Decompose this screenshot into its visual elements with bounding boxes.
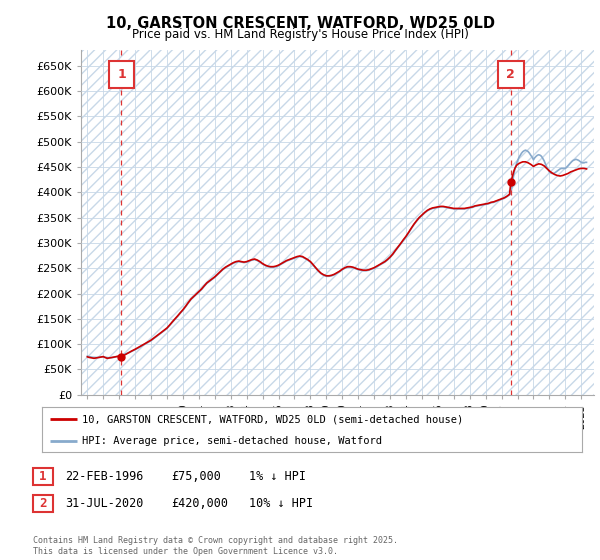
Text: 10, GARSTON CRESCENT, WATFORD, WD25 0LD: 10, GARSTON CRESCENT, WATFORD, WD25 0LD bbox=[106, 16, 494, 31]
Text: 1: 1 bbox=[39, 470, 46, 483]
Text: 10% ↓ HPI: 10% ↓ HPI bbox=[249, 497, 313, 510]
Text: 22-FEB-1996: 22-FEB-1996 bbox=[65, 470, 143, 483]
FancyBboxPatch shape bbox=[109, 60, 134, 88]
Text: 10, GARSTON CRESCENT, WATFORD, WD25 0LD (semi-detached house): 10, GARSTON CRESCENT, WATFORD, WD25 0LD … bbox=[83, 414, 464, 424]
Text: £75,000: £75,000 bbox=[171, 470, 221, 483]
Text: 1% ↓ HPI: 1% ↓ HPI bbox=[249, 470, 306, 483]
Text: 31-JUL-2020: 31-JUL-2020 bbox=[65, 497, 143, 510]
FancyBboxPatch shape bbox=[498, 60, 524, 88]
Text: £420,000: £420,000 bbox=[171, 497, 228, 510]
Text: 1: 1 bbox=[117, 68, 126, 81]
Text: HPI: Average price, semi-detached house, Watford: HPI: Average price, semi-detached house,… bbox=[83, 436, 383, 446]
Text: 2: 2 bbox=[39, 497, 46, 510]
Text: 2: 2 bbox=[506, 68, 515, 81]
Text: Contains HM Land Registry data © Crown copyright and database right 2025.
This d: Contains HM Land Registry data © Crown c… bbox=[33, 536, 398, 556]
Text: Price paid vs. HM Land Registry's House Price Index (HPI): Price paid vs. HM Land Registry's House … bbox=[131, 28, 469, 41]
